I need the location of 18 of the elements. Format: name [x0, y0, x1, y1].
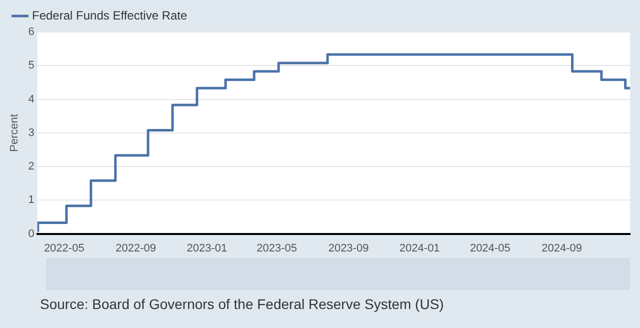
y-tick-label: 3 [28, 126, 34, 139]
x-tick-label: 2024-09 [542, 242, 582, 254]
x-tick-label: 2023-09 [328, 242, 369, 254]
x-tick-label: 2022-09 [116, 242, 156, 254]
x-tick-label: 2022-05 [44, 242, 84, 254]
y-tick-label: 2 [28, 160, 34, 173]
legend-label: Federal Funds Effective Rate [32, 8, 188, 22]
y-tick-label: 0 [28, 228, 34, 240]
x-tick-label: 2024-05 [470, 242, 510, 254]
y-tick-label: 1 [28, 194, 34, 206]
y-axis-title: Percent [8, 114, 21, 152]
x-tick-label: 2023-05 [256, 242, 298, 254]
y-tick-label: 4 [28, 93, 34, 106]
source-note: Source: Board of Governors of the Federal Reserve System (US) [40, 296, 444, 312]
y-tick-label: 5 [28, 60, 34, 72]
x-tick-label: 2024-01 [399, 242, 440, 254]
x-tick-label: 2023-01 [186, 242, 228, 254]
y-tick-label: 6 [28, 26, 34, 38]
